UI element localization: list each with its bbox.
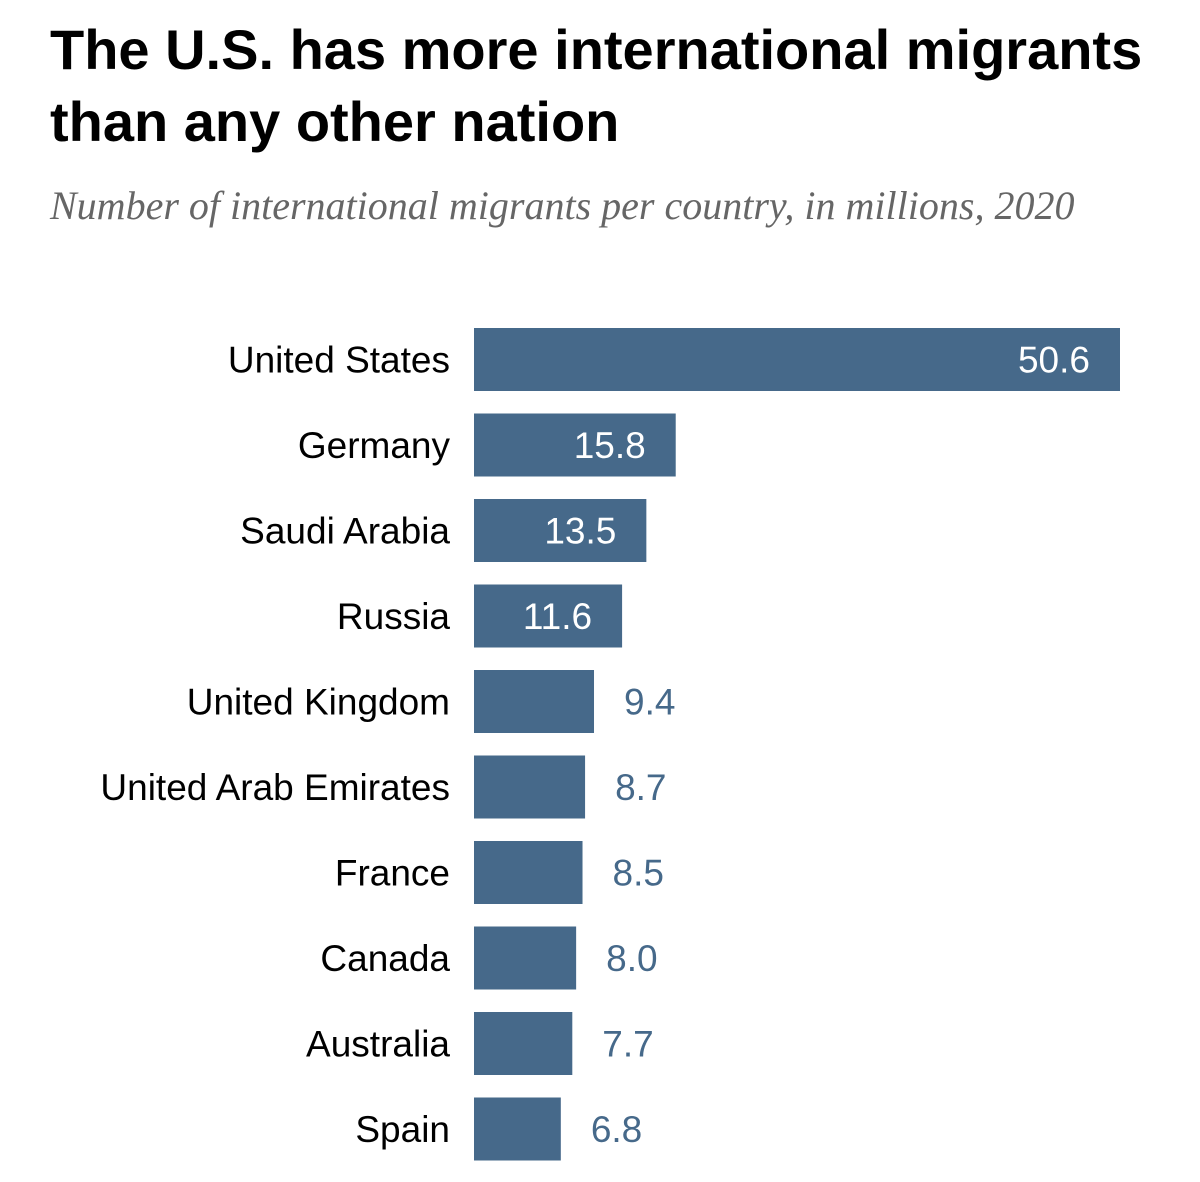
bar-germany xyxy=(474,413,676,477)
category-label-australia: Australia xyxy=(306,1024,450,1065)
value-label-spain: 6.8 xyxy=(591,1109,642,1150)
value-label-saudi-arabia: 13.5 xyxy=(544,511,616,552)
category-label-united-states: United States xyxy=(228,340,450,381)
category-label-united-arab-emirates: United Arab Emirates xyxy=(100,767,450,808)
bar-canada xyxy=(474,926,577,990)
category-label-germany: Germany xyxy=(298,425,451,466)
bars xyxy=(474,328,1120,1161)
value-label-canada: 8.0 xyxy=(606,938,657,979)
category-label-france: France xyxy=(335,853,450,894)
chart-subtitle: Number of international migrants per cou… xyxy=(50,183,1075,228)
category-label-united-kingdom: United Kingdom xyxy=(187,682,450,723)
value-label-france: 8.5 xyxy=(613,853,664,894)
category-label-russia: Russia xyxy=(337,596,451,637)
bar-russia xyxy=(474,584,623,648)
bar-saudi-arabia xyxy=(474,499,647,562)
category-labels: United States Germany Saudi Arabia Russia Un… xyxy=(100,340,450,1151)
category-label-canada: Canada xyxy=(320,938,450,979)
chart-title: The U.S. has more international migrants… xyxy=(50,18,1143,153)
bar-france xyxy=(474,841,583,904)
value-label-united-arab-emirates: 8.7 xyxy=(615,767,666,808)
category-label-saudi-arabia: Saudi Arabia xyxy=(240,511,450,552)
bar-united-arab-emirates xyxy=(474,755,586,819)
bar-united-states xyxy=(474,328,1120,391)
category-label-spain: Spain xyxy=(355,1109,450,1150)
bar-spain xyxy=(474,1097,561,1161)
value-labels: 50.6 15.8 13.5 11.6 9.4 8.7 8.5 8.0 7.7 6.8 xyxy=(523,340,1090,1151)
value-label-united-states: 50.6 xyxy=(1018,340,1090,381)
bar-united-kingdom xyxy=(474,670,595,733)
bar-chart: United States Germany Saudi Arabia Russia Un… xyxy=(100,328,1120,1161)
bar-australia xyxy=(474,1012,573,1075)
value-label-russia: 11.6 xyxy=(523,596,592,637)
value-label-united-kingdom: 9.4 xyxy=(624,682,675,723)
value-label-australia: 7.7 xyxy=(602,1024,653,1065)
value-label-germany: 15.8 xyxy=(574,425,646,466)
